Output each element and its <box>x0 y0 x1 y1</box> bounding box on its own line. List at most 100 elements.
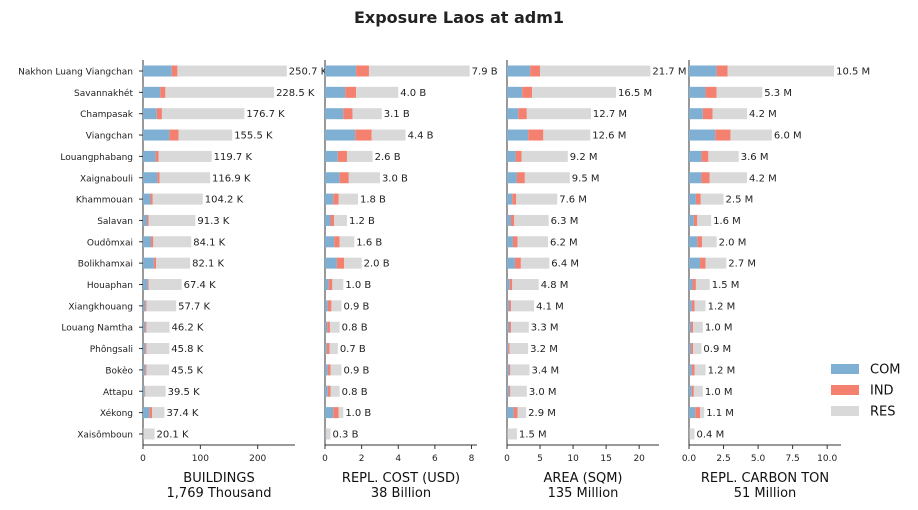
data-label: 4.4 B <box>408 131 434 142</box>
data-label: 4.2 M <box>749 109 777 120</box>
bar-res <box>344 257 362 269</box>
x-tick-label: 2 <box>359 454 365 464</box>
bar-res <box>540 65 651 77</box>
data-label: 3.0 M <box>529 387 557 398</box>
bar-com <box>507 150 516 162</box>
data-label: 3.3 M <box>531 323 559 334</box>
bar-com <box>143 321 146 333</box>
bar-res <box>509 343 529 355</box>
data-label: 4.2 M <box>749 173 777 184</box>
bar-ind <box>144 385 146 397</box>
bar-res <box>693 385 703 397</box>
bar-res <box>510 321 529 333</box>
bar-res <box>716 86 763 98</box>
bar-com <box>143 236 152 248</box>
bar-res <box>348 172 380 184</box>
bar-com <box>325 108 344 120</box>
bar-ind <box>343 108 353 120</box>
bar-res <box>730 129 772 141</box>
bar-com <box>507 321 509 333</box>
bar-com <box>507 364 509 376</box>
x-axis-subtitle: 1,769 Thousand <box>167 486 272 501</box>
bar-ind <box>153 257 157 269</box>
x-tick-label: 0 <box>140 454 146 464</box>
bar-ind <box>157 172 160 184</box>
category-label: Oudômxai <box>87 237 133 248</box>
bar-com <box>689 407 696 419</box>
bar-com <box>143 172 158 184</box>
bar-com <box>507 86 523 98</box>
bar-ind <box>337 150 347 162</box>
bar-ind <box>691 321 694 333</box>
bar-res <box>146 300 177 312</box>
bar-ind <box>522 86 533 98</box>
data-label: 1.8 B <box>360 195 386 206</box>
bar-res <box>697 214 712 226</box>
bar-com <box>689 257 701 269</box>
legend-swatch-com <box>831 364 859 374</box>
bar-com <box>507 279 510 290</box>
x-tick-label: 10.0 <box>817 454 837 464</box>
data-label: 1.0 M <box>705 323 733 334</box>
bar-ind <box>515 150 522 162</box>
bar-res <box>178 129 233 141</box>
data-label: 1.0 B <box>345 280 371 291</box>
bar-res <box>338 407 344 419</box>
data-label: 46.2 K <box>171 323 203 334</box>
bar-ind <box>508 300 511 312</box>
data-label: 0.8 B <box>342 323 368 334</box>
bar-com <box>143 108 157 120</box>
data-label: 12.6 M <box>592 131 626 142</box>
category-label: Phôngsali <box>90 344 133 355</box>
bar-ind <box>156 108 162 120</box>
data-label: 6.0 M <box>774 131 802 142</box>
bar-res <box>352 108 382 120</box>
x-tick-label: 0 <box>322 454 328 464</box>
bar-res <box>516 193 558 205</box>
bar-com <box>689 321 692 333</box>
legend-swatch-res <box>831 406 859 416</box>
bar-com <box>325 193 334 205</box>
data-label: 45.5 K <box>171 365 203 376</box>
category-label: Xaisômboun <box>77 429 133 440</box>
category-label: Bokèo <box>105 365 133 376</box>
legend-label: COM <box>870 363 901 378</box>
bar-com <box>143 150 156 162</box>
bar-res <box>330 385 340 397</box>
bar-ind <box>691 364 695 376</box>
data-label: 1.2 M <box>708 301 736 312</box>
data-label: 0.9 M <box>703 344 731 355</box>
bar-com <box>507 407 514 419</box>
data-label: 21.7 M <box>652 67 686 78</box>
bar-ind <box>691 300 695 312</box>
bar-com <box>325 428 326 440</box>
bar-com <box>507 129 529 141</box>
bar-res <box>159 172 211 184</box>
category-label: Salavan <box>97 217 133 227</box>
bar-ind <box>145 343 147 355</box>
bar-ind <box>330 214 335 226</box>
bar-com <box>143 364 146 376</box>
bar-com <box>325 300 328 312</box>
bar-res <box>521 150 568 162</box>
bar-com <box>325 385 328 397</box>
bar-com <box>689 279 693 290</box>
x-tick-label: 100 <box>192 454 209 464</box>
bar-ind <box>333 407 339 419</box>
bar-res <box>330 364 342 376</box>
bar-ind <box>691 343 694 355</box>
bar-res <box>329 321 340 333</box>
legend-swatch-ind <box>831 385 859 395</box>
bar-res <box>700 407 705 419</box>
bar-ind <box>326 343 330 355</box>
data-label: 2.0 B <box>364 259 390 270</box>
bar-res <box>507 428 517 440</box>
bar-com <box>507 300 509 312</box>
bar-res <box>371 129 406 141</box>
data-label: 1.5 M <box>712 280 740 291</box>
bar-com <box>325 236 335 248</box>
bar-com <box>325 279 329 290</box>
bar-ind <box>339 172 349 184</box>
bar-ind <box>518 108 527 120</box>
data-label: 67.4 K <box>184 280 216 291</box>
